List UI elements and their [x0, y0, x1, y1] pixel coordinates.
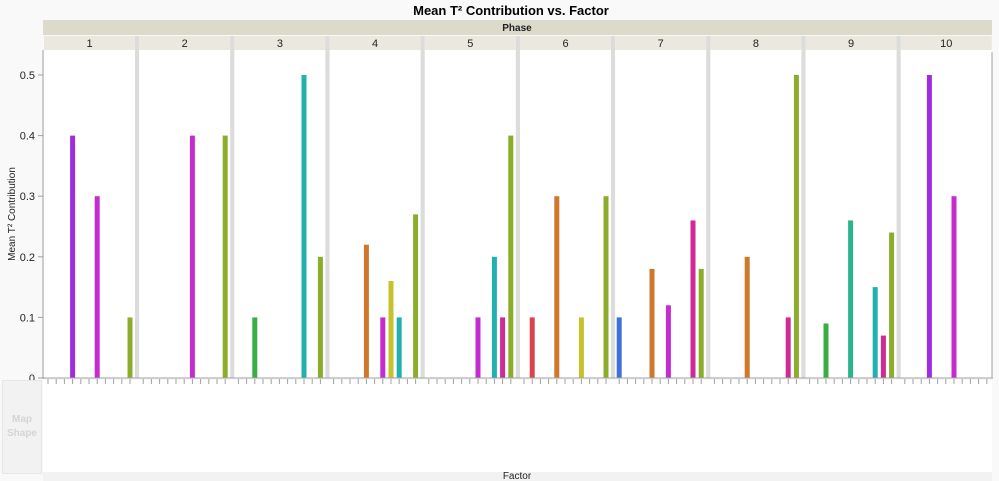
bar-phase-9-factor-9[interactable]	[880, 335, 886, 378]
y-tick-label: 0	[29, 373, 35, 385]
bar-phase-3-factor-10[interactable]	[317, 256, 323, 378]
bar-phase-7-factor-9[interactable]	[690, 220, 696, 378]
bar-phase-6-factor-10[interactable]	[603, 196, 609, 378]
bar-phase-4-factor-6[interactable]	[380, 317, 386, 378]
bar-phase-1-factor-6[interactable]	[94, 196, 100, 378]
bar-phase-10-factor-3[interactable]	[926, 75, 932, 378]
y-tick-label: 0.3	[20, 191, 35, 203]
phase-panel-plot-area	[329, 50, 421, 378]
phase-panel-9: 9	[805, 36, 901, 384]
panel-separator	[515, 36, 520, 378]
bar-phase-7-factor-0[interactable]	[616, 317, 622, 378]
panel-separator	[611, 36, 616, 378]
bar-phase-1-factor-3[interactable]	[70, 135, 76, 378]
panel-separator	[135, 36, 140, 378]
phase-panel-header[interactable]	[805, 36, 897, 50]
phase-panel-header[interactable]	[520, 36, 611, 50]
phase-panel-5: 5	[424, 36, 520, 384]
x-axis-title[interactable]: Factor	[503, 471, 532, 481]
phase-panel-header[interactable]	[139, 36, 231, 50]
y-tick-label: 0.1	[20, 312, 35, 324]
y-axis-title[interactable]: Mean T² Contribution	[7, 167, 18, 261]
phase-panel-label: 5	[467, 38, 473, 50]
phase-panel-6: 6	[520, 36, 616, 384]
panel-separator	[706, 36, 711, 378]
map-shape-label: Map Shape	[6, 414, 37, 439]
phase-panel-label: 8	[753, 38, 759, 50]
bar-phase-6-factor-4[interactable]	[554, 196, 560, 378]
phase-panel-label: 6	[562, 38, 568, 50]
bar-phase-5-factor-6[interactable]	[475, 317, 481, 378]
phase-panel-1: 1	[44, 36, 140, 384]
panel-separator	[420, 36, 425, 378]
bar-phase-4-factor-10[interactable]	[413, 214, 419, 378]
panel-separator	[896, 36, 901, 378]
bar-phase-4-factor-8[interactable]	[396, 317, 402, 378]
phase-group-label: Phase	[502, 23, 532, 34]
phase-panel-plot-area	[234, 50, 326, 378]
bar-phase-9-factor-5[interactable]	[848, 220, 854, 378]
y-tick-label: 0.5	[20, 70, 35, 82]
bar-phase-1-factor-10[interactable]	[127, 317, 133, 378]
phase-panel-plot-area	[139, 50, 231, 378]
y-tick-label: 0.4	[20, 131, 35, 143]
bar-phase-7-factor-4[interactable]	[649, 268, 655, 378]
bar-phase-7-factor-6[interactable]	[665, 305, 671, 378]
phase-panel-header[interactable]	[234, 36, 326, 50]
phase-panel-header[interactable]	[900, 36, 992, 50]
bar-phase-6-factor-7[interactable]	[578, 317, 584, 378]
phase-panel-header[interactable]	[329, 36, 421, 50]
phase-panel-4: 4	[329, 36, 425, 384]
bar-phase-3-factor-8[interactable]	[301, 75, 307, 378]
bar-phase-10-factor-6[interactable]	[951, 196, 957, 378]
phase-panel-label: 2	[182, 38, 188, 50]
map-shape-drop-zone[interactable]	[43, 380, 992, 472]
phase-panel-10: 10	[900, 36, 992, 384]
phase-panel-label: 3	[277, 38, 283, 50]
phase-panel-plot-area	[900, 50, 992, 378]
phase-panel-7: 7	[615, 36, 711, 384]
phase-panel-label: 7	[658, 38, 664, 50]
panel-separator	[801, 36, 806, 378]
bar-phase-4-factor-7[interactable]	[388, 281, 394, 378]
bar-phase-5-factor-10[interactable]	[508, 135, 514, 378]
x-axis-title-band	[43, 472, 992, 481]
phase-panel-plot-area	[44, 50, 135, 378]
phase-panel-2: 2	[139, 36, 235, 384]
bar-phase-4-factor-4[interactable]	[363, 244, 369, 378]
phase-panel-header[interactable]	[615, 36, 707, 50]
phase-group-header[interactable]	[43, 20, 992, 35]
phase-panel-plot-area	[520, 50, 611, 378]
bar-phase-6-factor-1[interactable]	[529, 317, 535, 378]
phase-panel-label: 4	[372, 38, 378, 50]
bar-phase-8-factor-9[interactable]	[785, 317, 791, 378]
phase-panel-header[interactable]	[710, 36, 802, 50]
phase-panel-label: 9	[848, 38, 854, 50]
bar-phase-9-factor-10[interactable]	[889, 232, 895, 378]
bar-phase-9-factor-2[interactable]	[823, 323, 829, 378]
phase-panel-header[interactable]	[44, 36, 135, 50]
panel-separator	[230, 36, 235, 378]
panel-separator	[325, 36, 330, 378]
bar-phase-5-factor-8[interactable]	[491, 256, 497, 378]
map-shape-zone[interactable]: Map Shape	[2, 380, 42, 474]
bar-phase-2-factor-6[interactable]	[189, 135, 195, 378]
bar-phase-5-factor-9[interactable]	[500, 317, 506, 378]
bar-phase-8-factor-4[interactable]	[744, 256, 750, 378]
phase-panel-label: 10	[940, 38, 952, 50]
phase-panel-header[interactable]	[424, 36, 516, 50]
bar-phase-7-factor-10[interactable]	[698, 268, 704, 378]
bar-phase-9-factor-8[interactable]	[872, 287, 878, 378]
bar-phase-2-factor-10[interactable]	[222, 135, 228, 378]
phase-panel-8: 8	[710, 36, 806, 384]
phase-panel-label: 1	[86, 38, 92, 50]
chart-title: Mean T² Contribution vs. Factor	[413, 3, 609, 18]
y-tick-label: 0.2	[20, 252, 35, 264]
bar-phase-3-factor-2[interactable]	[252, 317, 258, 378]
phase-panel-3: 3	[234, 36, 330, 384]
bar-phase-8-factor-10[interactable]	[793, 75, 799, 378]
